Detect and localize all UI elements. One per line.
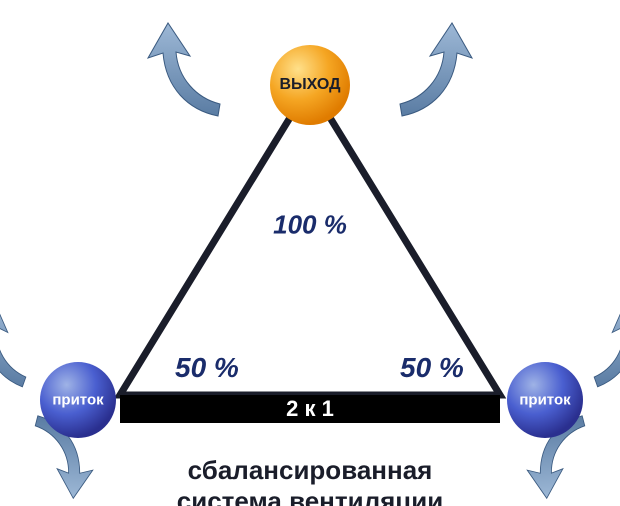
pct-right-label: 50 % — [400, 352, 464, 384]
inlet-right-label: приток — [519, 392, 570, 409]
ratio-text: 2 к 1 — [286, 396, 334, 422]
ratio-bar: 2 к 1 — [120, 395, 500, 423]
caption-line-2: система вентиляции — [177, 486, 444, 506]
exhaust-label: ВЫХОД — [279, 76, 340, 94]
diagram-stage: 100 % 50 % 50 % 2 к 1 ВЫХОД приток прито… — [0, 0, 620, 506]
pct-left-label: 50 % — [175, 352, 239, 384]
pct-top-label: 100 % — [273, 210, 347, 241]
inlet-left-label: приток — [52, 392, 103, 409]
caption-line-1: сбалансированная — [188, 455, 433, 486]
